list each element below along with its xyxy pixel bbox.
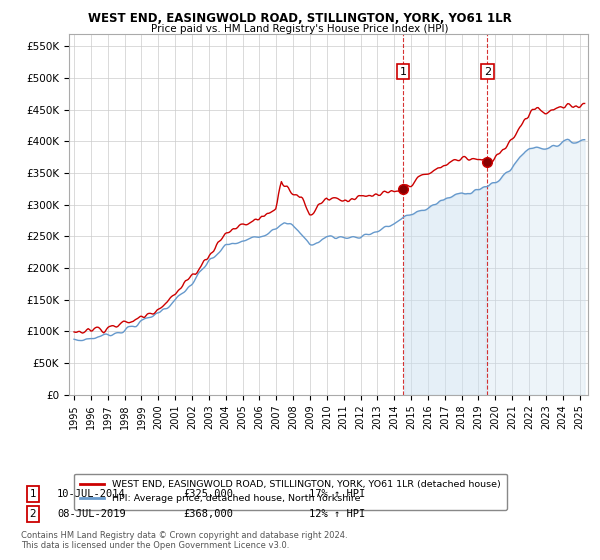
Text: 08-JUL-2019: 08-JUL-2019 <box>57 509 126 519</box>
Text: 17% ↑ HPI: 17% ↑ HPI <box>309 489 365 499</box>
Text: Price paid vs. HM Land Registry's House Price Index (HPI): Price paid vs. HM Land Registry's House … <box>151 24 449 34</box>
Text: WEST END, EASINGWOLD ROAD, STILLINGTON, YORK, YO61 1LR: WEST END, EASINGWOLD ROAD, STILLINGTON, … <box>88 12 512 25</box>
Text: 12% ↑ HPI: 12% ↑ HPI <box>309 509 365 519</box>
Text: Contains HM Land Registry data © Crown copyright and database right 2024.: Contains HM Land Registry data © Crown c… <box>21 531 347 540</box>
Text: 2: 2 <box>484 67 491 77</box>
Text: £368,000: £368,000 <box>183 509 233 519</box>
Legend: WEST END, EASINGWOLD ROAD, STILLINGTON, YORK, YO61 1LR (detached house), HPI: Av: WEST END, EASINGWOLD ROAD, STILLINGTON, … <box>74 474 507 510</box>
Text: 2: 2 <box>29 509 37 519</box>
Text: 1: 1 <box>29 489 37 499</box>
Text: £325,000: £325,000 <box>183 489 233 499</box>
Text: 10-JUL-2014: 10-JUL-2014 <box>57 489 126 499</box>
Text: 1: 1 <box>400 67 407 77</box>
Text: This data is licensed under the Open Government Licence v3.0.: This data is licensed under the Open Gov… <box>21 542 289 550</box>
